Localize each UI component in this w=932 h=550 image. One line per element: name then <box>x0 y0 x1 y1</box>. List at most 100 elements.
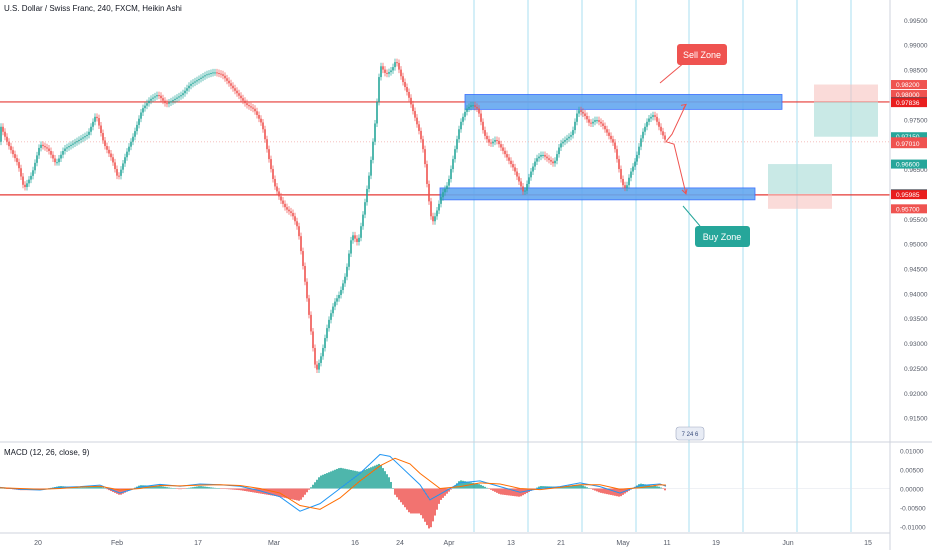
candle-body <box>460 121 462 130</box>
candle-body <box>532 166 534 172</box>
candle-body <box>338 294 340 299</box>
candle-body <box>356 238 358 242</box>
candle-body <box>434 216 436 222</box>
candle-body <box>514 167 516 172</box>
macd-histogram-bar <box>194 486 196 489</box>
macd-histogram-bar <box>498 488 500 494</box>
macd-histogram-bar <box>4 488 6 489</box>
candle-body <box>158 95 160 97</box>
candle-body <box>450 169 452 179</box>
candle-body <box>170 101 172 103</box>
macd-histogram-bar <box>84 487 86 489</box>
candle-body <box>628 177 630 186</box>
forecast-up-arrow <box>665 104 687 143</box>
macd-histogram-bar <box>600 488 602 493</box>
candle-body <box>302 251 304 266</box>
candle-body <box>604 125 606 130</box>
macd-histogram-bar <box>588 488 590 489</box>
macd-histogram-bar <box>244 488 246 491</box>
candle-body <box>664 135 666 140</box>
macd-histogram-bar <box>608 488 610 495</box>
macd-histogram-bar <box>478 484 480 489</box>
candle-body <box>268 149 270 160</box>
macd-histogram-bar <box>240 488 242 491</box>
candle-body <box>212 72 214 74</box>
candle-body <box>526 183 528 191</box>
candle-body <box>242 98 244 101</box>
candle-body <box>360 226 362 238</box>
macd-histogram-bar <box>614 488 616 496</box>
macd-histogram-bar <box>318 477 320 489</box>
candle-body <box>486 135 488 140</box>
macd-histogram-bar <box>364 469 366 489</box>
macd-histogram-bar <box>392 488 394 489</box>
candle-body <box>144 105 146 109</box>
candle-body <box>634 161 636 167</box>
macd-signal-line <box>0 457 667 510</box>
price-tick-label: 0.99500 <box>904 18 928 25</box>
macd-tick-label: -0.00500 <box>900 505 926 512</box>
candle-body <box>62 151 64 155</box>
macd-histogram-bar <box>328 472 330 489</box>
candle-body <box>44 146 46 148</box>
candle-body <box>168 102 170 104</box>
macd-histogram-bar <box>154 485 156 489</box>
candle-body <box>622 178 624 186</box>
macd-histogram-bar <box>642 484 644 489</box>
buy-zone-rect <box>439 187 756 201</box>
macd-histogram-bar <box>486 487 488 489</box>
candle-body <box>516 171 518 177</box>
candle-body <box>94 116 96 122</box>
macd-histogram-bar <box>90 486 92 489</box>
candle-body <box>368 175 370 189</box>
candle-body <box>118 175 120 177</box>
candle-body <box>500 144 502 148</box>
long-target-box <box>768 164 832 194</box>
candle-body <box>510 160 512 165</box>
macd-histogram-bar <box>230 488 232 490</box>
candle-body <box>316 364 318 370</box>
macd-histogram-bar <box>220 488 222 489</box>
sell-zone-label: Sell Zone <box>683 50 721 60</box>
macd-histogram-bar <box>508 488 510 496</box>
candle-body <box>512 164 514 168</box>
candle-body <box>538 156 540 159</box>
sell-callout-box <box>677 44 727 65</box>
macd-histogram-bar <box>496 488 498 493</box>
buy-callout-box <box>695 226 750 247</box>
macd-histogram-bar <box>144 485 146 489</box>
macd-histogram-bar <box>582 485 584 489</box>
macd-histogram-bar <box>102 487 104 489</box>
arrowhead-up <box>680 103 688 110</box>
candle-body <box>436 210 438 217</box>
candle-body <box>238 93 240 96</box>
macd-histogram-bar <box>338 468 340 489</box>
candle-body <box>218 73 220 75</box>
candle-body <box>442 192 444 198</box>
macd-histogram-bar <box>606 488 608 495</box>
macd-histogram-bar <box>376 464 378 489</box>
macd-histogram-bar <box>212 487 214 489</box>
candle-body <box>236 90 238 94</box>
candle-body <box>50 151 52 155</box>
macd-histogram-bar <box>270 488 272 496</box>
candle-body <box>474 105 476 107</box>
macd-histogram-bar <box>192 487 194 489</box>
price-tick-label: 0.99000 <box>904 43 928 50</box>
candle-body <box>480 113 482 122</box>
price-tick-label: 0.93000 <box>904 341 928 348</box>
macd-line <box>0 453 667 512</box>
candle-body <box>432 216 434 222</box>
sell-callout-pointer <box>659 61 686 84</box>
macd-histogram-bar <box>342 468 344 489</box>
candle-body <box>176 97 178 99</box>
time-tick-label: Feb <box>111 540 123 547</box>
zone-callouts[interactable]: Sell Zone Buy Zone 7 24 6 <box>659 44 750 441</box>
macd-histogram-bar <box>410 488 412 514</box>
time-tick-label: Mar <box>268 540 281 547</box>
macd-histogram-bar <box>514 488 516 497</box>
forecast-down-arrow <box>665 141 687 195</box>
macd-histogram-bar <box>76 487 78 489</box>
